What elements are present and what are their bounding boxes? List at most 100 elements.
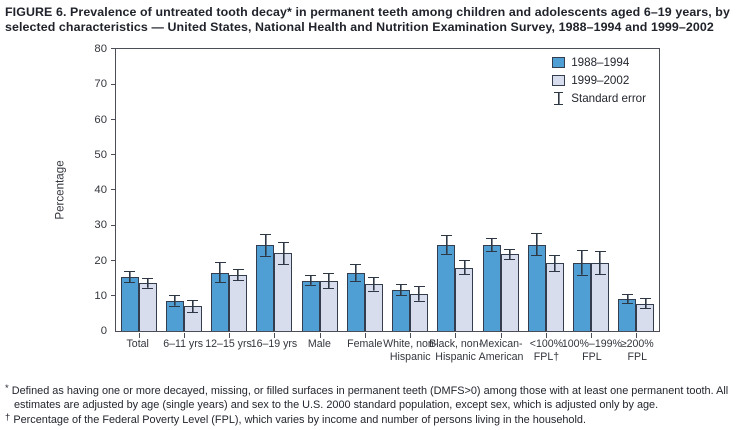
figure-title: FIGURE 6. Prevalence of untreated tooth … — [5, 5, 730, 34]
legend: 1988–1994 1999–2002 Standard error — [552, 56, 646, 110]
x-tick-mark — [636, 332, 638, 338]
x-tick-mark — [591, 332, 593, 338]
bar-group — [614, 49, 659, 338]
footnote: † Percentage of the Federal Poverty Leve… — [5, 412, 586, 427]
x-tick-label: 16–19 yrs — [250, 338, 298, 350]
x-tick-label: 100%–199% FPL — [561, 338, 622, 363]
y-tick-label: 50 — [94, 148, 107, 161]
bar — [500, 254, 519, 331]
x-tick-label: <100% FPL† — [529, 338, 564, 363]
error-bar — [621, 293, 633, 304]
error-bar — [368, 277, 380, 292]
bar-group — [116, 49, 161, 338]
bar-group — [478, 49, 523, 338]
footnotes: * Defined as having one or more decayed,… — [5, 383, 729, 428]
x-tick-mark — [274, 332, 276, 338]
error-bar — [232, 268, 244, 281]
x-tick-mark — [545, 332, 547, 338]
bar — [482, 245, 501, 331]
error-bar — [277, 241, 289, 266]
y-tick-label: 30 — [94, 219, 107, 232]
error-bar — [576, 250, 588, 276]
bar — [301, 280, 320, 331]
x-tick-label: 12–15 yrs — [205, 338, 252, 350]
legend-swatch-1988-1994-icon — [552, 57, 566, 68]
x-tick-mark — [229, 332, 231, 338]
y-tick-mark — [111, 118, 116, 120]
y-tick-mark — [111, 224, 116, 226]
bar — [527, 244, 546, 331]
bar — [229, 274, 248, 331]
error-bar — [259, 234, 271, 257]
error-bar — [124, 270, 136, 283]
x-tick-label: Male — [307, 338, 331, 350]
legend-label: 1999–2002 — [571, 74, 630, 87]
error-bar — [440, 235, 452, 255]
x-tick-mark — [183, 332, 185, 338]
error-bar — [639, 297, 651, 310]
bar — [437, 245, 456, 331]
bar-group — [297, 49, 342, 338]
x-tick-mark — [319, 332, 321, 338]
bar — [392, 290, 411, 331]
y-tick-mark — [111, 48, 116, 50]
legend-label: 1988–1994 — [571, 56, 630, 69]
x-tick-label: Female — [347, 338, 383, 350]
error-bar — [350, 264, 362, 283]
bar-group — [523, 49, 568, 338]
error-bar — [413, 286, 425, 302]
y-tick-mark — [111, 83, 116, 85]
error-bar — [305, 275, 317, 286]
bar-group — [252, 49, 297, 338]
x-tick-label: Mexican- American — [478, 338, 524, 363]
x-tick-mark — [138, 332, 140, 338]
bar-group — [433, 49, 478, 338]
error-bar — [323, 272, 335, 289]
error-bar — [169, 295, 181, 307]
y-tick-label: 0 — [100, 325, 107, 337]
y-tick-mark — [111, 259, 116, 261]
legend-item-standard-error: Standard error — [552, 92, 646, 105]
error-bar — [549, 254, 561, 272]
y-tick-mark — [111, 154, 116, 155]
error-bar — [187, 299, 199, 314]
x-tick-mark — [500, 332, 502, 338]
bar-group — [342, 49, 387, 338]
error-bar — [504, 248, 516, 260]
legend-item-1999-2002: 1999–2002 — [552, 74, 646, 87]
error-bar — [395, 284, 407, 297]
plot-area: 1988–1994 1999–2002 Standard error 0 10 20… — [94, 43, 660, 338]
footnote-marker: * — [5, 383, 9, 394]
x-axis-labels: Total 6–11 yrs 12–15 yrs 16–19 yrs Male Femal… — [115, 338, 660, 364]
x-tick-label: Black, non- Hispanic — [429, 338, 483, 363]
error-bar — [486, 237, 498, 253]
y-tick-label: 20 — [94, 254, 107, 267]
error-bar — [142, 278, 154, 289]
x-tick-label: Total — [126, 338, 149, 350]
bar-group — [207, 49, 252, 338]
bar — [120, 276, 139, 331]
x-tick-mark — [364, 332, 366, 338]
error-bar — [214, 261, 226, 284]
bar — [256, 245, 275, 331]
footnote-marker: † — [5, 412, 11, 424]
legend-swatch-1999-2002-icon — [552, 75, 566, 86]
x-tick-label: 6–11 yrs — [163, 338, 204, 350]
y-tick-mark — [111, 189, 116, 191]
x-tick-label: White, non- Hispanic — [383, 338, 438, 363]
x-tick-label: ≥200% FPL — [620, 338, 654, 363]
bar-group — [161, 49, 206, 338]
x-tick-mark — [455, 332, 457, 338]
y-tick-label: 10 — [94, 289, 107, 302]
y-axis-title: Percentage — [53, 160, 67, 220]
legend-item-1988-1994: 1988–1994 — [552, 56, 646, 69]
y-tick-label: 80 — [94, 43, 107, 55]
error-bar — [531, 233, 543, 257]
error-bar — [458, 259, 470, 276]
standard-error-icon — [554, 92, 564, 105]
bar — [455, 267, 474, 331]
bar-group — [388, 49, 433, 338]
bar — [545, 263, 564, 331]
bar-group — [569, 49, 614, 338]
